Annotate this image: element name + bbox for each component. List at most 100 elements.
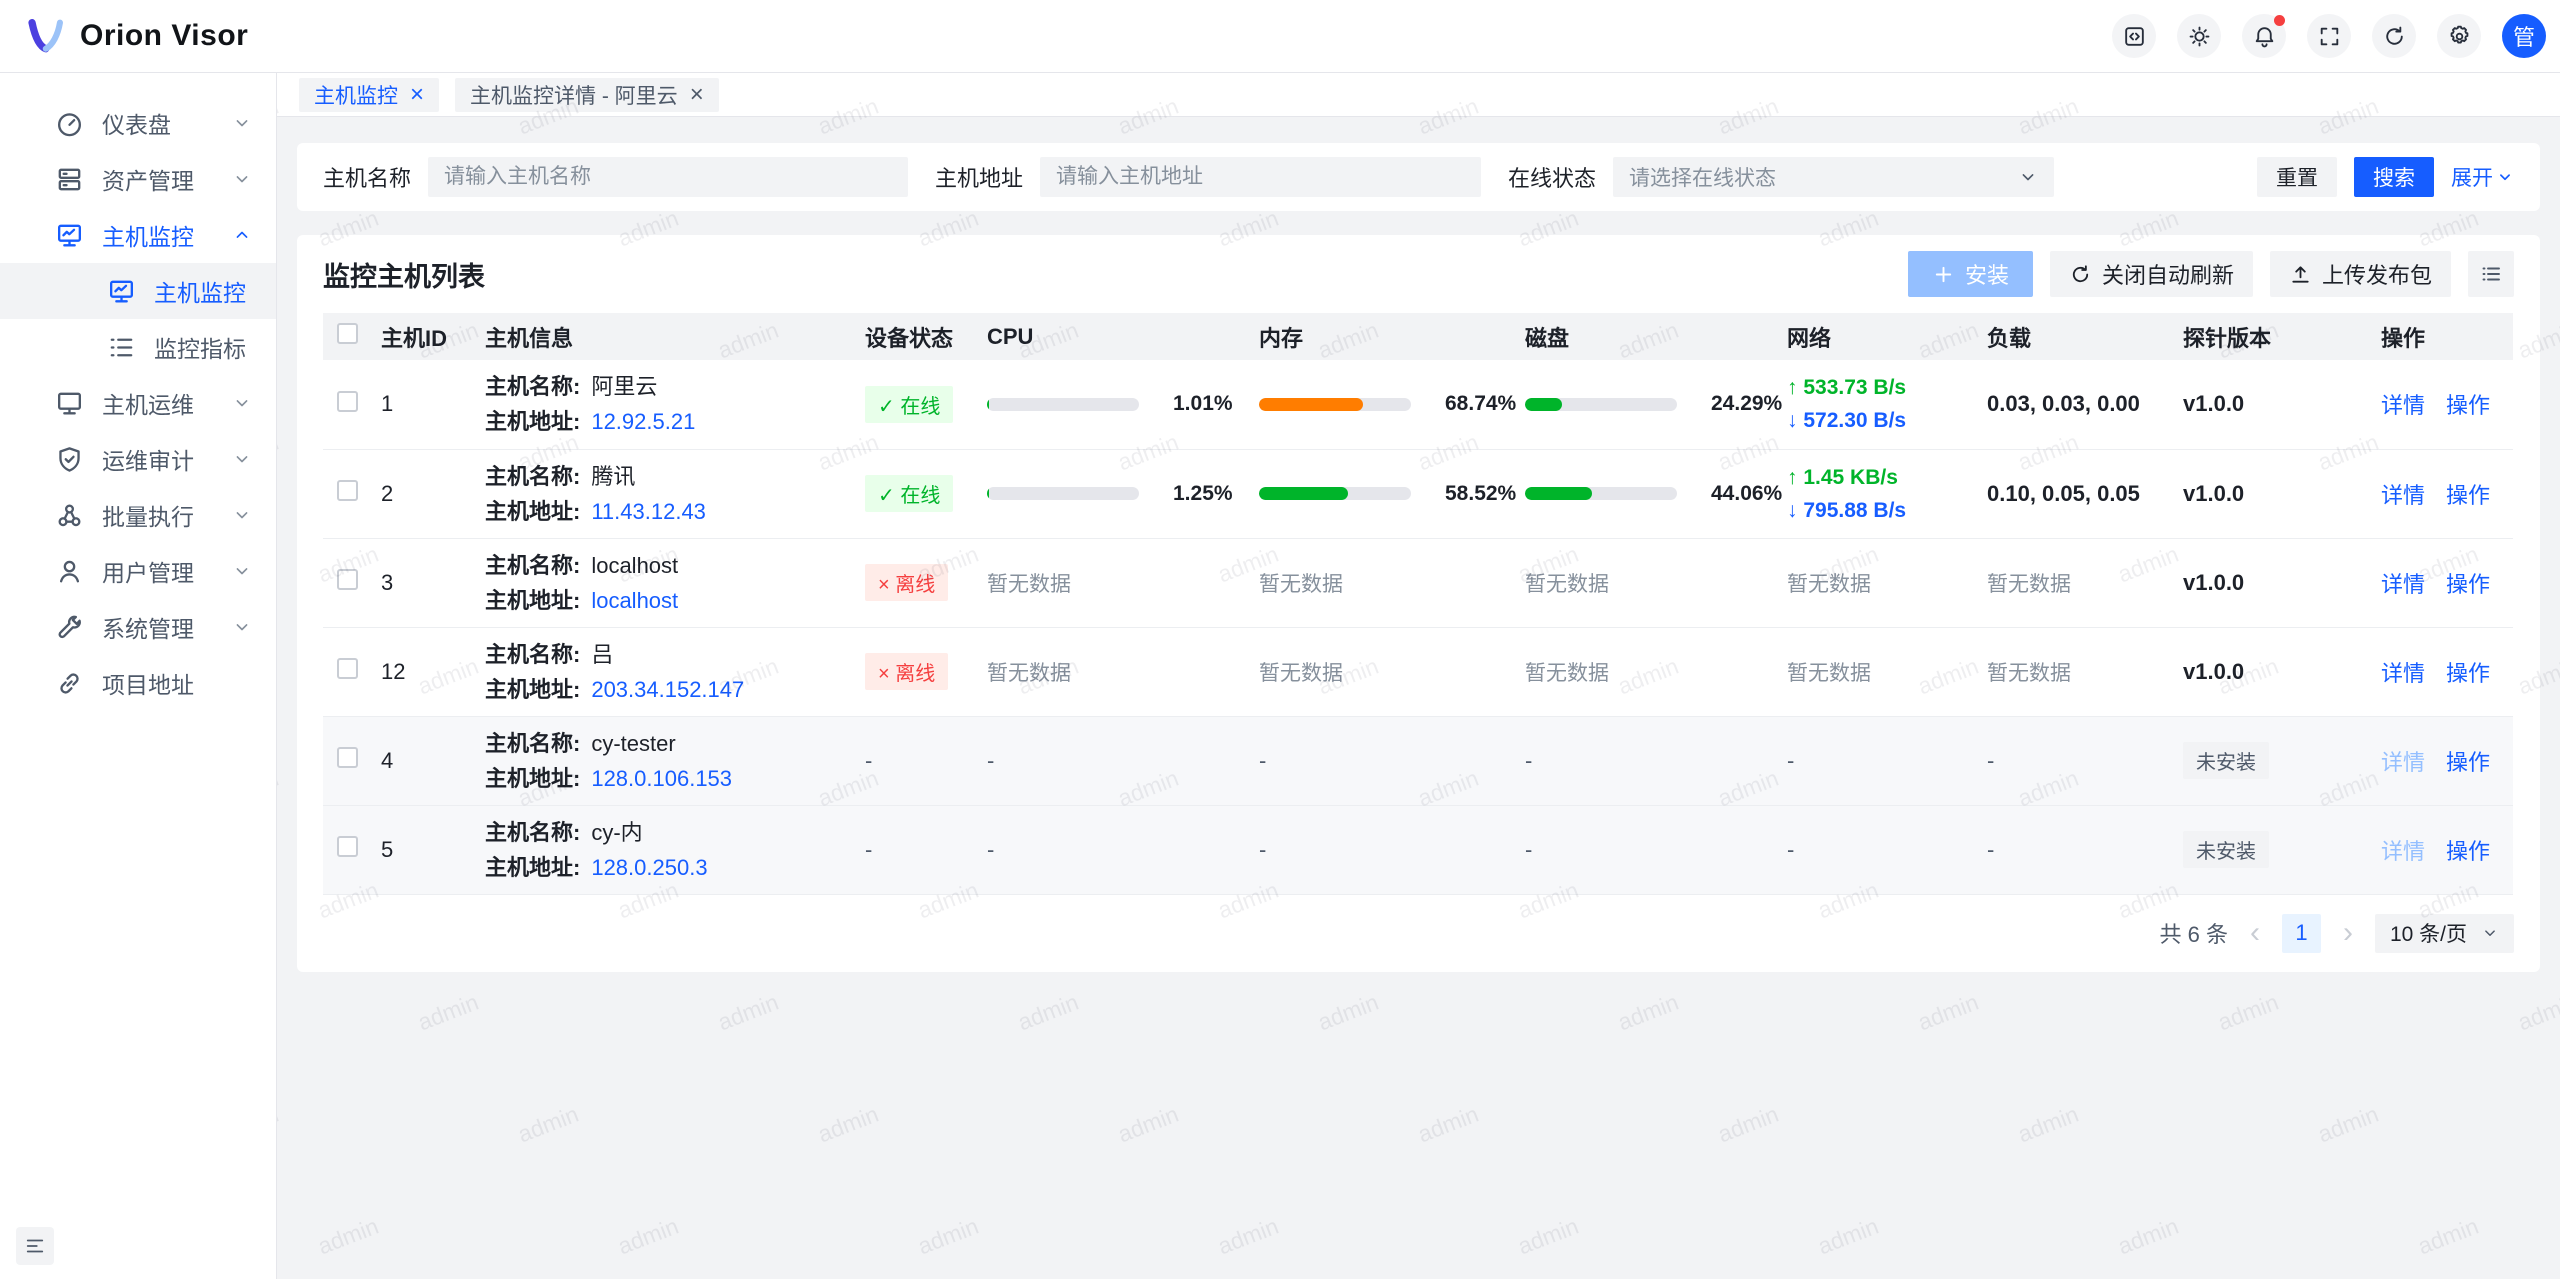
api-code-button[interactable] [2112, 14, 2156, 58]
close-icon[interactable]: × [410, 80, 425, 108]
cpu-no-data: 暂无数据 [987, 661, 1071, 685]
sidebar-item-8-用户管理[interactable]: 用户管理 [0, 543, 276, 599]
host-info-cell: 主机名称: 腾讯 主机地址: 11.43.12.43 [485, 459, 865, 529]
prev-page-button[interactable]: ‹ [2249, 916, 2260, 949]
row-checkbox[interactable] [337, 747, 358, 768]
sidebar-item-10-项目地址[interactable]: 项目地址 [0, 655, 276, 711]
page-size-select[interactable]: 10 条/页 [2374, 913, 2514, 953]
version-value: v1.0.0 [2183, 569, 2245, 595]
row-checkbox[interactable] [337, 480, 358, 501]
sidebar-item-0-仪表盘[interactable]: 仪表盘 [0, 95, 276, 151]
sidebar-item-6-运维审计[interactable]: 运维审计 [0, 431, 276, 487]
user-avatar[interactable]: 管 [2502, 14, 2546, 58]
sidebar-item-9-系统管理[interactable]: 系统管理 [0, 599, 276, 655]
status-cell: ✓ 在线 [865, 449, 987, 539]
status-badge-online: ✓ 在线 [865, 385, 954, 423]
sidebar-item-label: 主机监控 [154, 280, 246, 306]
sidebar-item-5-主机运维[interactable]: 主机运维 [0, 375, 276, 431]
theme-toggle-button[interactable] [2177, 14, 2221, 58]
status-badge-offline: × 离线 [865, 653, 949, 690]
sidebar-item-2-主机监控[interactable]: 主机监控 [0, 207, 276, 263]
actions-cell: 详情 操作 [2381, 360, 2513, 450]
refresh-button[interactable] [2372, 14, 2416, 58]
host-name-label: 主机名称: [485, 552, 581, 578]
reset-button[interactable]: 重置 [2257, 157, 2337, 197]
main-area: 主机监控 × 主机监控详情 - 阿里云 × 主机名称 主机地址 在线状态 请选择在线状… [277, 73, 2560, 1279]
row-checkbox[interactable] [337, 390, 358, 412]
chevron-up-icon [232, 225, 252, 245]
refresh-icon [2382, 24, 2407, 49]
detail-link[interactable]: 详情 [2381, 482, 2426, 508]
column-header-0: 主机ID [381, 313, 485, 360]
sidebar-collapse-button[interactable] [16, 1227, 54, 1265]
row-checkbox[interactable] [337, 836, 358, 857]
fullscreen-icon [2317, 24, 2342, 49]
more-actions-link[interactable]: 操作 [2446, 482, 2491, 508]
sidebar-item-7-批量执行[interactable]: 批量执行 [0, 487, 276, 543]
host-list-title: 监控主机列表 [323, 261, 485, 292]
host-name-value: 腾讯 [591, 463, 636, 489]
column-settings-button[interactable] [2468, 251, 2514, 297]
sidebar-item-1-资产管理[interactable]: 资产管理 [0, 151, 276, 207]
mem-cell: - [1259, 716, 1525, 806]
tab-label: 主机监控详情 - 阿里云 [470, 84, 678, 108]
cpu-no-data: 暂无数据 [987, 572, 1071, 596]
select-all-checkbox[interactable] [337, 323, 358, 344]
more-actions-link[interactable]: 操作 [2446, 571, 2491, 597]
host-addr-input[interactable] [1040, 157, 1482, 197]
host-addr-link[interactable]: 12.92.5.21 [591, 409, 696, 435]
current-page[interactable]: 1 [2281, 913, 2321, 953]
install-button[interactable]: 安装 [1907, 251, 2033, 297]
close-icon[interactable]: × [689, 80, 704, 108]
version-value: v1.0.0 [2183, 480, 2245, 506]
host-name-input[interactable] [428, 157, 909, 197]
net-no-data: 暂无数据 [1787, 572, 1871, 596]
column-header-3: CPU [987, 313, 1259, 360]
detail-link[interactable]: 详情 [2381, 393, 2426, 419]
load-cell: 暂无数据 [1987, 627, 2183, 717]
host-addr-link[interactable]: 203.34.152.147 [591, 676, 745, 702]
host-addr-link[interactable]: 128.0.106.153 [591, 765, 733, 791]
status-label: 在线状态 [1508, 166, 1597, 191]
host-addr-link[interactable]: 11.43.12.43 [591, 498, 706, 524]
host-addr-label: 主机地址: [485, 498, 581, 524]
chevron-down-icon [232, 113, 252, 133]
more-actions-link[interactable]: 操作 [2446, 838, 2491, 864]
host-addr-link[interactable]: localhost [591, 587, 679, 613]
sidebar-item-3-主机监控[interactable]: 主机监控 [0, 263, 276, 319]
more-actions-link[interactable]: 操作 [2446, 393, 2491, 419]
host-name-label: 主机名称 [323, 166, 412, 191]
mem-cell: 暂无数据 [1259, 627, 1525, 717]
row-checkbox[interactable] [337, 658, 358, 679]
sidebar: 仪表盘 资产管理 主机监控 主机监控 监控指标 主机运维 运维审计 批量执行 用户管理 系统管理项… [0, 73, 277, 1279]
tab-1[interactable]: 主机监控详情 - 阿里云 × [455, 77, 719, 112]
upload-release-button[interactable]: 上传发布包 [2269, 251, 2451, 297]
cpu-progress: 1.01% [987, 392, 1259, 416]
detail-link[interactable]: 详情 [2381, 660, 2426, 686]
settings-button[interactable] [2437, 14, 2481, 58]
detail-link[interactable]: 详情 [2381, 571, 2426, 597]
expand-button[interactable]: 展开 [2451, 162, 2514, 192]
actions-cell: 详情 操作 [2381, 538, 2513, 628]
filter-host-name-group: 主机名称 [323, 157, 909, 197]
sidebar-item-4-监控指标[interactable]: 监控指标 [0, 319, 276, 375]
load-cell: 0.03, 0.03, 0.00 [1987, 360, 2183, 450]
next-page-button[interactable]: › [2342, 916, 2353, 949]
status-select[interactable]: 请选择在线状态 [1613, 157, 2055, 197]
host-addr-link[interactable]: 128.0.250.3 [591, 854, 708, 880]
sun-icon [2187, 24, 2212, 49]
host-name-value: 吕 [591, 641, 614, 667]
chevron-down-icon [2485, 930, 2495, 936]
fullscreen-button[interactable] [2307, 14, 2351, 58]
mem-value: 58.52% [1445, 481, 1517, 505]
search-button[interactable]: 搜索 [2354, 157, 2434, 197]
wrench-icon [54, 612, 85, 643]
sidebar-menu: 仪表盘 资产管理 主机监控 主机监控 监控指标 主机运维 运维审计 批量执行 用户管理 系统管理项… [0, 95, 276, 711]
tab-0[interactable]: 主机监控 × [299, 77, 440, 112]
more-actions-link[interactable]: 操作 [2446, 749, 2491, 775]
mem-empty: - [1259, 836, 1267, 862]
notifications-button[interactable] [2242, 14, 2286, 58]
row-checkbox[interactable] [337, 569, 358, 590]
more-actions-link[interactable]: 操作 [2446, 660, 2491, 686]
auto-refresh-button[interactable]: 关闭自动刷新 [2049, 251, 2253, 297]
